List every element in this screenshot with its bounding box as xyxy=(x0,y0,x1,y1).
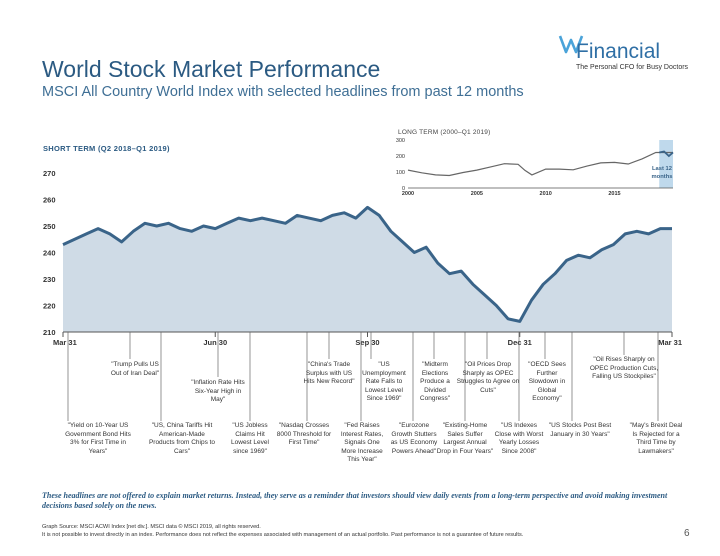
lt-y-tick-label: 300 xyxy=(396,138,405,144)
lt-last-12-months-line xyxy=(659,150,674,158)
headline-oil-rise: "Oil Rises Sharply on OPEC Production Cu… xyxy=(589,356,659,380)
headline-jobless: "US Jobless Claims Hit Lowest Level sinc… xyxy=(231,422,269,455)
long-term-chart: 0 100 200 300 2000 2005 2010 2015 Last 12 months xyxy=(396,138,674,197)
headline-eurozone: "Eurozone Growth Stutters as US Economy … xyxy=(390,422,438,455)
lt-x-tick-label: 2005 xyxy=(471,191,483,197)
lt-annotation-line-2: months xyxy=(652,174,673,180)
page-subtitle: MSCI All Country World Index with select… xyxy=(42,84,524,100)
headline-unemployment: "US Unemployment Rate Falls to Lowest Le… xyxy=(362,361,406,402)
company-logo xyxy=(558,35,584,54)
y-tick-label: 250 xyxy=(43,222,56,231)
x-tick-label: Dec 31 xyxy=(508,338,532,347)
headline-home-sales: "Existing-Home Sales Suffer Largest Annu… xyxy=(436,422,494,455)
y-tick-label: 210 xyxy=(43,328,56,337)
y-tick-label: 260 xyxy=(43,196,56,205)
headline-nasdaq: "Nasdaq Crosses 8000 Threshold for First… xyxy=(276,422,332,446)
lt-x-tick-label: 2010 xyxy=(540,191,552,197)
page-title: World Stock Market Performance xyxy=(42,56,381,82)
lt-series-line xyxy=(407,151,673,177)
y-tick-label: 240 xyxy=(43,249,56,258)
headline-yield: "Yield on 10-Year US Government Bond Hit… xyxy=(65,422,131,455)
headline-oil-drop: "Oil Prices Drop Sharply as OPEC Struggl… xyxy=(456,361,520,394)
headline-midterms: "Midterm Elections Produce a Divided Con… xyxy=(419,361,451,402)
source-note: Graph Source: MSCI ACWI Index [net div.]… xyxy=(42,523,523,539)
source-line-1: Graph Source: MSCI ACWI Index [net div.]… xyxy=(42,524,261,530)
x-tick-label: Mar 31 xyxy=(658,338,682,347)
logo-name: Financial xyxy=(576,40,661,63)
headline-oecd: "OECD Sees Further Slowdown in Global Ec… xyxy=(528,361,566,402)
lt-x-tick-label: 2000 xyxy=(402,191,414,197)
long-term-chart-title: LONG TERM (2000–Q1 2019) xyxy=(398,129,491,136)
headline-iran-deal: "Trump Pulls US Out of Iran Deal" xyxy=(110,361,160,377)
lt-x-tick-label: 2015 xyxy=(608,191,620,197)
lt-y-tick-label: 200 xyxy=(396,154,405,160)
short-term-chart-title: SHORT TERM (Q2 2018–Q1 2019) xyxy=(43,144,170,153)
y-tick-label: 230 xyxy=(43,275,56,284)
headline-tariffs: "US, China Tariffs Hit American-Made Pro… xyxy=(148,422,216,455)
headline-inflation: "Inflation Rate Hits Six-Year High in Ma… xyxy=(191,379,245,403)
lt-annotation-line-1: Last 12 xyxy=(652,166,672,172)
lt-y-tick-label: 100 xyxy=(396,170,405,176)
headline-fed-rates: "Fed Raises Interest Rates, Signals One … xyxy=(340,422,384,463)
chart-area-fill xyxy=(63,207,672,332)
y-tick-label: 220 xyxy=(43,302,56,311)
headline-january: "US Stocks Post Best January in 30 Years… xyxy=(548,422,612,438)
x-tick-label: Jun 30 xyxy=(203,338,227,347)
logo-tagline: The Personal CFO for Busy Doctors xyxy=(576,64,689,71)
disclaimer-text: These headlines are not offered to expla… xyxy=(42,491,668,510)
lt-y-tick-label: 0 xyxy=(402,186,405,192)
headline-brexit: "May's Brexit Deal Is Rejected for a Thi… xyxy=(629,422,683,455)
headline-us-indexes: "US Indexes Close with Worst Yearly Loss… xyxy=(494,422,544,455)
source-line-2: It is not possible to invest directly in… xyxy=(42,532,524,538)
x-tick-label: Sep 30 xyxy=(355,338,379,347)
page-number: 6 xyxy=(684,528,690,539)
y-tick-label: 270 xyxy=(43,169,56,178)
headline-trade-surplus: "China's Trade Surplus with US Hits New … xyxy=(303,361,355,385)
last-12-months-highlight xyxy=(659,140,673,188)
x-tick-label: Mar 31 xyxy=(53,338,77,347)
series-line xyxy=(62,205,672,323)
short-term-chart: 210 220 230 240 250 260 270 Mar 31 Jun 30 Sep 30 D… xyxy=(43,169,682,421)
